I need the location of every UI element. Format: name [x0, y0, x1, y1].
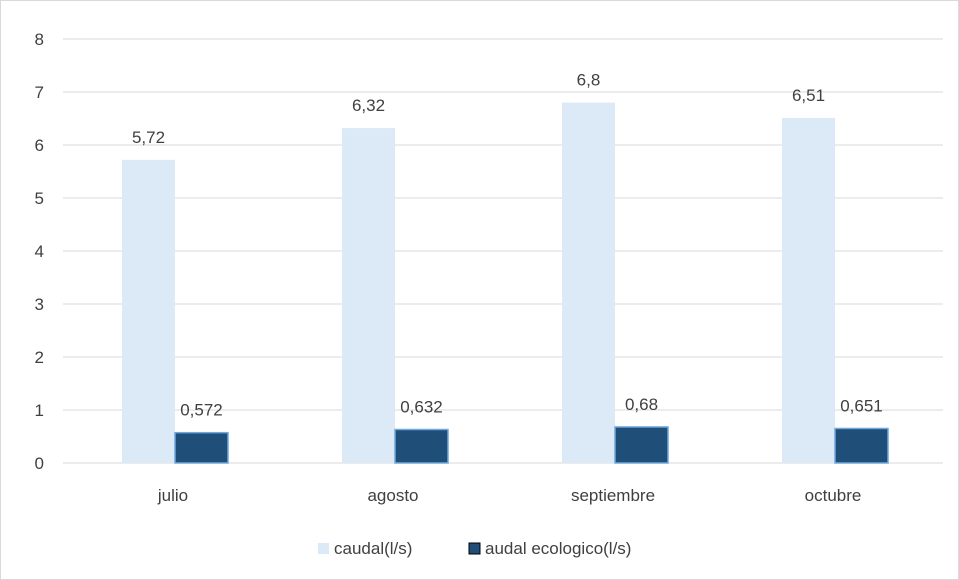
y-tick-label: 7 [35, 83, 44, 102]
legend: caudal(l/s) audal ecologico(l/s) [318, 539, 631, 558]
data-label: 0,68 [625, 395, 658, 414]
x-tick-label: octubre [805, 486, 862, 505]
legend-label: audal ecologico(l/s) [485, 539, 631, 558]
bar [174, 431, 229, 464]
legend-swatch [318, 543, 329, 554]
bar [394, 428, 449, 464]
x-axis-ticks: julio agosto septiembre octubre [157, 486, 861, 505]
x-tick-label: julio [157, 486, 188, 505]
y-tick-label: 1 [35, 401, 44, 420]
y-axis-ticks: 0 1 2 3 4 5 6 7 8 [35, 30, 44, 473]
data-labels: 5,72 0,572 6,32 0,632 6,8 0,68 6,51 0,651 [132, 71, 883, 420]
data-label: 0,572 [180, 401, 223, 420]
legend-label: caudal(l/s) [334, 539, 412, 558]
data-label: 6,51 [792, 86, 825, 105]
y-tick-label: 8 [35, 30, 44, 49]
bar [834, 427, 889, 464]
legend-swatch [468, 542, 481, 555]
data-label: 0,651 [840, 396, 883, 415]
y-tick-label: 5 [35, 189, 44, 208]
bar [342, 128, 395, 464]
bar [614, 426, 669, 464]
bar [782, 117, 835, 463]
x-tick-label: agosto [367, 486, 418, 505]
bar [562, 102, 615, 463]
x-tick-label: septiembre [571, 486, 655, 505]
data-label: 0,632 [400, 398, 443, 417]
data-label: 5,72 [132, 128, 165, 147]
y-tick-label: 3 [35, 295, 44, 314]
data-label: 6,8 [577, 71, 601, 90]
y-tick-label: 4 [35, 242, 44, 261]
data-label: 6,32 [352, 96, 385, 115]
y-tick-label: 6 [35, 136, 44, 155]
bar [122, 159, 175, 463]
bars [122, 102, 889, 464]
y-tick-label: 2 [35, 348, 44, 367]
y-tick-label: 0 [35, 454, 44, 473]
